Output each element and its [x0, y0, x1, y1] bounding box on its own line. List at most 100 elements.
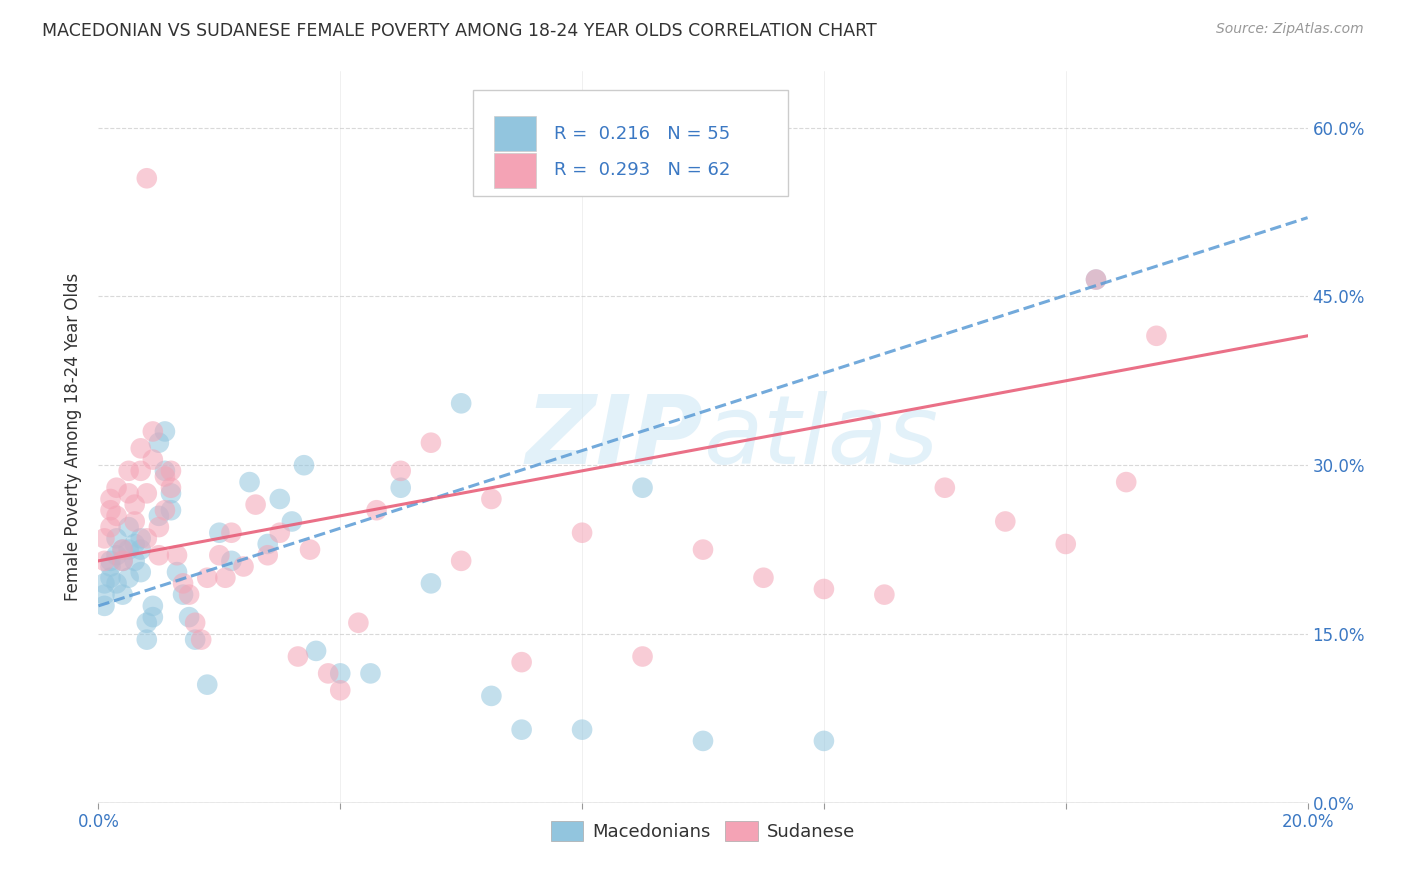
Point [142, 452, 165, 467]
Point [239, 475, 262, 489]
Point [873, 588, 896, 602]
Point [269, 491, 291, 506]
Point [100, 520, 122, 534]
Point [118, 571, 141, 585]
Point [232, 559, 254, 574]
Point [148, 548, 170, 562]
Point [105, 508, 128, 523]
Point [124, 554, 146, 568]
Point [316, 666, 339, 681]
Point [124, 515, 146, 529]
Point [105, 481, 128, 495]
Point [118, 464, 141, 478]
Text: R =  0.216   N = 55: R = 0.216 N = 55 [554, 125, 731, 143]
Point [160, 481, 183, 495]
Point [129, 442, 152, 456]
Point [360, 666, 382, 681]
Point [184, 615, 207, 630]
Point [100, 571, 122, 585]
FancyBboxPatch shape [494, 116, 536, 151]
Point [135, 486, 157, 500]
Text: ZIP: ZIP [524, 391, 703, 483]
Point [179, 588, 201, 602]
Point [135, 615, 157, 630]
Point [142, 599, 165, 613]
Point [93, 599, 115, 613]
Point [93, 532, 115, 546]
Point [329, 683, 352, 698]
Point [93, 554, 115, 568]
Point [287, 649, 309, 664]
Point [129, 532, 152, 546]
Point [135, 632, 157, 647]
Point [142, 425, 165, 439]
Point [1085, 272, 1108, 286]
Point [100, 554, 122, 568]
Point [389, 481, 412, 495]
Point [813, 582, 835, 596]
Point [994, 515, 1017, 529]
Point [221, 525, 243, 540]
Point [100, 503, 122, 517]
Point [420, 576, 443, 591]
Point [100, 559, 122, 574]
Y-axis label: Female Poverty Among 18-24 Year Olds: Female Poverty Among 18-24 Year Olds [65, 273, 83, 601]
Point [347, 615, 370, 630]
Point [153, 425, 176, 439]
Point [184, 632, 207, 647]
Point [450, 554, 472, 568]
Point [420, 435, 443, 450]
Point [245, 498, 267, 512]
Point [208, 548, 231, 562]
Point [142, 610, 165, 624]
Point [129, 542, 152, 557]
Point [148, 435, 170, 450]
FancyBboxPatch shape [494, 153, 536, 187]
Point [281, 515, 304, 529]
Point [166, 548, 188, 562]
Point [148, 520, 170, 534]
Point [118, 542, 141, 557]
Point [256, 537, 278, 551]
Point [299, 542, 322, 557]
Point [692, 542, 714, 557]
Point [111, 554, 134, 568]
Point [1054, 537, 1077, 551]
Point [195, 571, 218, 585]
Point [111, 542, 134, 557]
Point [481, 689, 503, 703]
Text: MACEDONIAN VS SUDANESE FEMALE POVERTY AMONG 18-24 YEAR OLDS CORRELATION CHART: MACEDONIAN VS SUDANESE FEMALE POVERTY AM… [42, 22, 877, 40]
Point [571, 525, 593, 540]
Point [179, 610, 201, 624]
Point [93, 588, 115, 602]
Point [124, 498, 146, 512]
Point [148, 508, 170, 523]
Point [208, 525, 231, 540]
Text: R =  0.293   N = 62: R = 0.293 N = 62 [554, 161, 731, 179]
Point [1085, 272, 1108, 286]
Point [256, 548, 278, 562]
Point [105, 548, 128, 562]
Text: atlas: atlas [703, 391, 938, 483]
Point [631, 481, 654, 495]
Point [118, 486, 141, 500]
Point [111, 542, 134, 557]
Point [631, 649, 654, 664]
FancyBboxPatch shape [474, 90, 787, 195]
Point [160, 503, 183, 517]
Point [366, 503, 388, 517]
Point [172, 576, 194, 591]
Point [481, 491, 503, 506]
Point [172, 588, 194, 602]
Point [195, 678, 218, 692]
Point [153, 469, 176, 483]
Point [1144, 328, 1167, 343]
Point [105, 532, 128, 546]
Point [510, 655, 533, 669]
Point [692, 734, 714, 748]
Point [135, 171, 157, 186]
Point [135, 532, 157, 546]
Point [111, 588, 134, 602]
Point [100, 491, 122, 506]
Point [129, 565, 152, 579]
